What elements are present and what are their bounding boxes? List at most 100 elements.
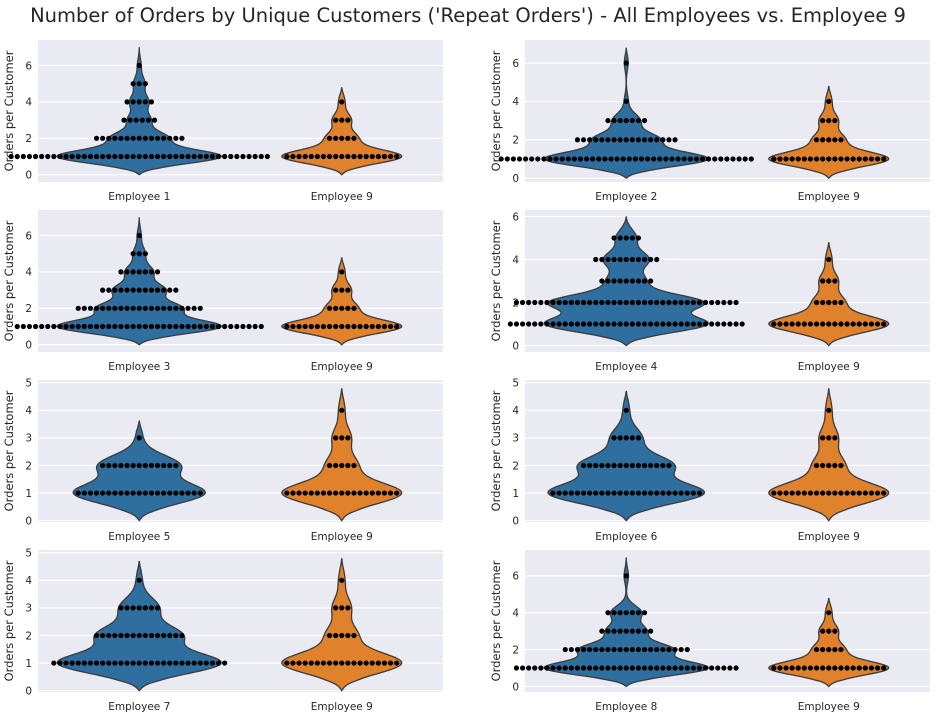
data-point	[124, 490, 130, 496]
data-point	[795, 156, 801, 162]
data-point	[357, 323, 363, 330]
data-point	[136, 490, 142, 496]
data-point	[709, 321, 715, 327]
data-point	[375, 660, 381, 666]
data-point	[721, 321, 727, 327]
data-point	[881, 665, 887, 671]
data-point	[684, 321, 690, 327]
data-point	[696, 490, 703, 496]
data-point	[130, 269, 136, 275]
data-point	[635, 256, 642, 263]
data-point	[87, 490, 94, 496]
data-point	[696, 321, 703, 327]
data-point	[333, 117, 339, 123]
data-point	[302, 490, 308, 496]
data-point	[538, 321, 544, 327]
data-point	[339, 305, 345, 311]
data-point	[326, 462, 333, 469]
data-point	[112, 462, 118, 469]
data-point	[345, 435, 351, 441]
data-point	[167, 660, 173, 666]
data-point	[513, 299, 520, 306]
data-point	[57, 323, 63, 330]
data-point	[611, 256, 617, 263]
data-point	[635, 435, 642, 441]
data-point	[702, 321, 709, 327]
data-point	[678, 646, 684, 653]
data-point	[333, 323, 339, 330]
data-point	[623, 235, 629, 241]
data-point	[106, 287, 112, 293]
data-point	[136, 62, 142, 69]
data-point	[599, 628, 605, 634]
data-point	[167, 305, 173, 311]
data-point	[394, 660, 400, 666]
data-point	[580, 299, 587, 306]
data-point	[645, 156, 651, 162]
data-point	[801, 490, 807, 496]
violin-employee-9	[281, 87, 403, 176]
data-point	[8, 153, 14, 160]
data-point	[617, 137, 623, 143]
data-point	[820, 299, 826, 306]
data-point	[51, 153, 57, 160]
data-point	[320, 323, 327, 330]
data-point	[623, 646, 629, 653]
data-point	[623, 117, 629, 124]
data-point	[635, 610, 642, 616]
x-tick-label: Employee 9	[798, 191, 860, 203]
data-point	[154, 269, 161, 275]
data-point	[629, 490, 635, 496]
data-point	[234, 153, 240, 160]
data-point	[635, 665, 642, 671]
data-point	[641, 321, 648, 327]
data-point	[605, 665, 611, 671]
data-point	[142, 153, 148, 160]
x-tick-label: Employee 9	[311, 701, 373, 713]
subplot-6: 0 1 2 3 4 5 Orders per Customer Employee 6 Emplo…	[489, 378, 930, 543]
data-point	[599, 646, 605, 653]
y-tick-label: 4	[25, 405, 32, 417]
data-point	[222, 153, 228, 160]
data-point	[173, 287, 179, 293]
data-point	[580, 646, 587, 653]
data-point	[783, 321, 789, 327]
data-point	[820, 462, 826, 469]
data-point	[142, 632, 148, 639]
data-point	[672, 490, 678, 496]
data-point	[375, 490, 381, 496]
data-point	[179, 305, 185, 311]
data-point	[660, 646, 666, 653]
data-point	[681, 156, 687, 162]
data-point	[26, 323, 33, 330]
data-point	[568, 321, 574, 327]
data-point	[142, 81, 148, 87]
data-point	[556, 490, 562, 496]
data-point	[504, 156, 510, 162]
data-point	[593, 462, 599, 469]
data-point	[718, 156, 724, 162]
data-point	[308, 323, 314, 330]
data-point	[856, 665, 862, 671]
data-point	[351, 490, 357, 496]
data-point	[118, 153, 124, 160]
data-point	[173, 135, 179, 141]
data-point	[813, 462, 820, 469]
data-point	[593, 299, 599, 306]
data-point	[820, 117, 826, 124]
violin-employee-9	[281, 388, 403, 522]
data-point	[45, 153, 51, 160]
data-point	[136, 605, 142, 611]
data-point	[611, 235, 617, 241]
data-point	[635, 278, 642, 284]
data-point	[148, 632, 155, 639]
data-point	[106, 632, 112, 639]
data-point	[654, 137, 660, 143]
data-point	[605, 321, 611, 327]
x-tick-label: Employee 9	[311, 191, 373, 203]
data-point	[148, 135, 155, 141]
data-point	[314, 490, 320, 496]
data-point	[136, 462, 142, 469]
data-point	[351, 323, 357, 330]
